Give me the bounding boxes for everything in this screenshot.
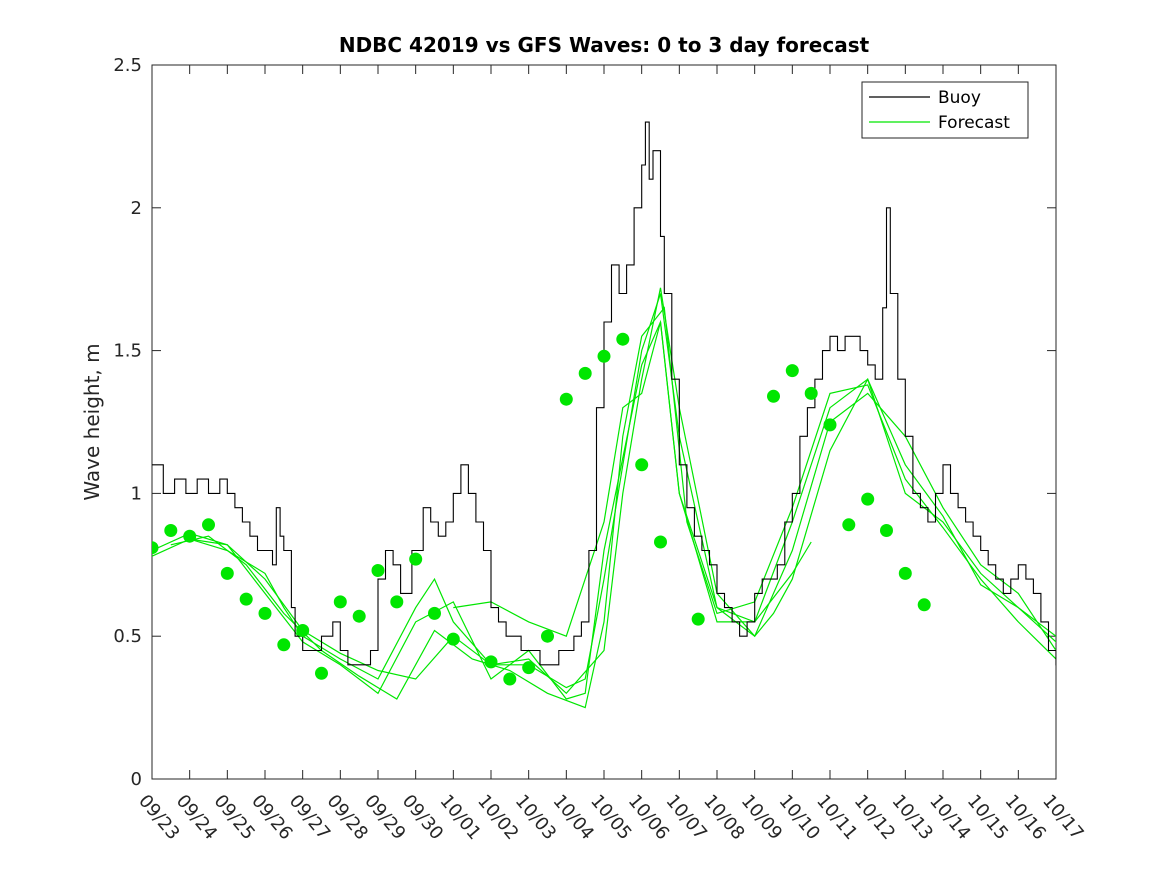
y-tick-label: 1.5	[113, 341, 142, 362]
chart-title: NDBC 42019 vs GFS Waves: 0 to 3 day fore…	[339, 33, 870, 57]
analysis-marker	[823, 418, 837, 432]
analysis-marker	[202, 518, 215, 532]
x-tick-label: 10/05	[586, 791, 635, 844]
analysis-marker	[296, 624, 310, 637]
analysis-marker	[484, 655, 498, 669]
x-tick-label: 10/12	[850, 791, 899, 844]
x-tick-label: 10/06	[624, 791, 673, 844]
x-tick-label: 09/28	[323, 791, 372, 844]
x-tick-label: 10/08	[699, 791, 748, 844]
analysis-marker	[654, 535, 667, 549]
analysis-marker	[446, 632, 460, 646]
analysis-marker	[616, 332, 630, 346]
analysis-marker	[428, 606, 441, 620]
analysis-marker	[277, 638, 291, 652]
x-tick-label: 10/02	[473, 791, 522, 844]
x-tick-label: 10/04	[549, 791, 598, 844]
y-ticks: 0 0.5 1 1.5 2 2.5	[113, 55, 1056, 790]
x-tick-label: 09/23	[134, 791, 183, 844]
legend-label-forecast: Forecast	[938, 113, 1010, 133]
analysis-marker	[409, 552, 423, 566]
y-tick-label: 2.5	[113, 55, 142, 76]
analysis-marker	[352, 609, 366, 623]
analysis-marker	[559, 392, 573, 406]
x-tick-label: 10/13	[888, 791, 937, 844]
analysis-marker	[880, 524, 893, 537]
x-tick-label: 09/26	[247, 791, 296, 844]
plot-frame	[151, 64, 1057, 780]
analysis-marker	[164, 524, 178, 537]
x-tick-label: 10/07	[662, 791, 711, 844]
x-tick-label: 09/29	[360, 791, 409, 844]
x-ticks: 09/2309/2409/2509/2609/2709/2809/2909/30…	[134, 65, 1088, 844]
analysis-marker	[541, 629, 554, 643]
y-tick-label: 0	[131, 769, 142, 790]
analysis-marker	[917, 598, 931, 612]
y-tick-label: 2	[131, 198, 142, 219]
legend: Buoy Forecast	[861, 81, 1029, 139]
analysis-marker	[691, 612, 705, 626]
x-tick-label: 10/14	[925, 791, 974, 844]
x-tick-label: 10/09	[737, 791, 786, 844]
analysis-marker	[333, 595, 347, 609]
legend-label-buoy: Buoy	[938, 88, 981, 108]
buoy-line	[152, 121, 1056, 666]
x-tick-label: 10/10	[775, 791, 824, 844]
analysis-marker	[152, 541, 159, 555]
analysis-marker	[503, 672, 517, 686]
x-tick-label: 09/27	[285, 791, 334, 844]
analysis-marker	[220, 566, 234, 580]
forecast-series-line	[170, 306, 1056, 709]
analysis-marker	[861, 492, 875, 506]
analysis-marker	[371, 564, 385, 577]
analysis-marker	[597, 349, 611, 363]
analysis-marker	[635, 458, 649, 472]
buoy-series-line	[152, 121, 1056, 666]
analysis-marker	[785, 364, 799, 378]
x-tick-label: 10/01	[436, 791, 485, 844]
x-tick-label: 10/16	[1001, 791, 1050, 844]
forecast-lines	[152, 287, 1056, 709]
legend-box	[861, 81, 1029, 139]
forecast-series-line	[189, 287, 1056, 695]
analysis-marker	[522, 661, 536, 675]
y-tick-label: 0.5	[113, 626, 142, 647]
plot-area	[152, 121, 1056, 709]
analysis-markers	[152, 332, 931, 686]
x-tick-label: 10/03	[511, 791, 560, 844]
x-tick-label: 10/17	[1038, 791, 1087, 844]
analysis-marker	[239, 592, 253, 606]
analysis-marker	[767, 389, 780, 403]
x-tick-label: 10/15	[963, 791, 1012, 844]
x-tick-label: 09/25	[210, 791, 259, 844]
analysis-marker	[842, 518, 856, 532]
analysis-marker	[258, 606, 272, 620]
analysis-marker	[578, 366, 592, 380]
forecast-series-line	[453, 321, 812, 637]
analysis-marker	[804, 386, 818, 400]
analysis-marker	[315, 666, 328, 680]
y-axis-label: Wave height, m	[80, 343, 104, 500]
x-tick-label: 10/11	[812, 791, 861, 844]
y-tick-label: 1	[131, 483, 142, 504]
analysis-marker	[390, 595, 404, 609]
analysis-marker	[183, 529, 197, 543]
analysis-marker	[898, 566, 912, 580]
x-tick-label: 09/24	[172, 791, 221, 844]
x-tick-label: 09/30	[398, 791, 447, 844]
